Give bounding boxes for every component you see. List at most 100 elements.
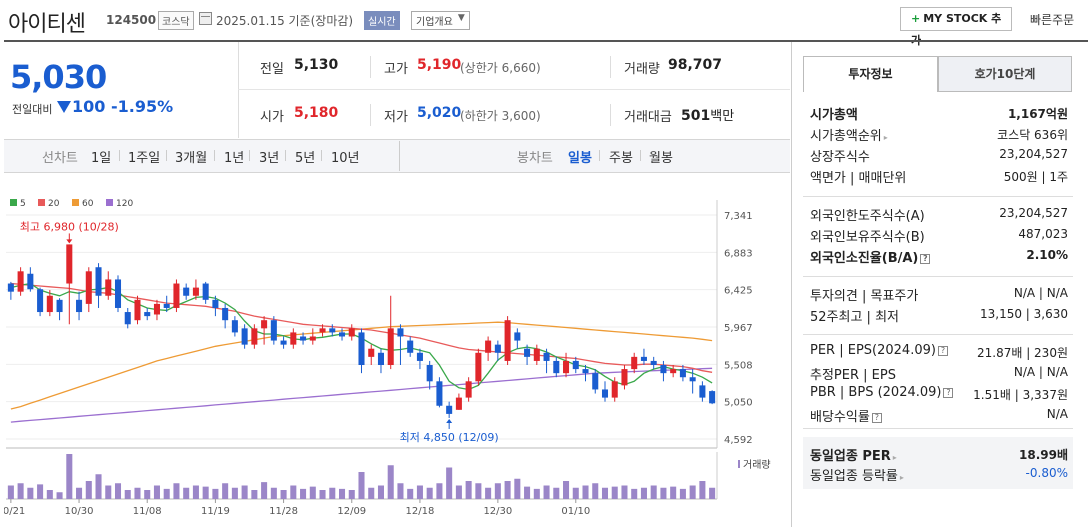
add-mystock-button[interactable]: + MY STOCK 추가 <box>900 7 1012 47</box>
chevron-right-icon[interactable]: ▸ <box>883 133 888 142</box>
x-tick-label: 01/10 <box>561 506 590 517</box>
candle <box>7 281 14 300</box>
volume-bar <box>709 487 716 499</box>
period-1w[interactable]: 1주일 <box>128 151 161 166</box>
volume-bar <box>436 483 443 499</box>
volume-bar <box>270 487 277 499</box>
period-3m[interactable]: 3개월 <box>175 151 208 166</box>
candle <box>368 344 375 366</box>
volume-bar <box>37 484 44 499</box>
candle <box>46 290 53 317</box>
candle <box>397 324 404 366</box>
tab-orderbook[interactable]: 호가10단계 <box>938 56 1072 92</box>
help-icon[interactable]: ? <box>920 253 931 264</box>
info-key: 외국인보유주식수(B) <box>810 230 925 245</box>
volume-bar <box>377 485 384 499</box>
divider <box>119 150 120 161</box>
volume-bar <box>446 467 453 499</box>
volume-bar <box>348 490 355 499</box>
candle-body <box>670 369 677 374</box>
current-price: 5,030 <box>10 58 107 96</box>
help-icon[interactable]: ? <box>937 345 948 356</box>
candle-body <box>124 312 131 325</box>
candle <box>679 365 686 382</box>
low-label: 저가 <box>384 110 408 125</box>
base-date: 2025.01.15 기준(장마감) <box>216 14 354 28</box>
candle <box>290 328 297 349</box>
high-value: 5,190 <box>417 57 462 73</box>
volume-bar <box>514 478 521 499</box>
annotations: 최고 6,980 (10/28) 최저 4,850 (12/09) <box>20 220 499 444</box>
period-1y[interactable]: 1년 <box>224 151 245 166</box>
volume-legend-swatch <box>738 460 740 468</box>
info-key: 상장주식수 <box>810 150 870 165</box>
candle-body <box>709 391 716 404</box>
candle-body <box>436 381 443 406</box>
market-badge: 코스닥 <box>158 11 194 30</box>
industry-row: 동일업종 PER ▸ 18.99배 <box>810 445 1068 465</box>
y-tick-label: 4,592 <box>724 435 753 446</box>
stock-name: 아이티센 <box>8 12 86 37</box>
period-5y[interactable]: 5년 <box>295 151 316 166</box>
candle <box>27 267 34 292</box>
info-value: 1,167억원 <box>1007 107 1068 121</box>
volume-bar <box>280 490 287 499</box>
corp-info-dropdown[interactable]: 기업개요 ▼ <box>411 11 470 30</box>
volume-bar <box>329 487 336 499</box>
legend-label: 20 <box>48 199 60 209</box>
candle-body <box>494 344 501 353</box>
candle-body <box>543 352 550 361</box>
candle <box>105 271 112 300</box>
candle <box>582 365 589 382</box>
volume-bar <box>679 488 686 499</box>
divider <box>321 150 322 161</box>
period-3y[interactable]: 3년 <box>259 151 280 166</box>
candle-body <box>631 356 638 370</box>
candle <box>114 275 122 313</box>
period-1d[interactable]: 1일 <box>91 151 112 166</box>
info-value: N/A <box>1046 407 1068 421</box>
candle <box>134 295 141 325</box>
volume-bar <box>611 486 618 499</box>
candle-weekly[interactable]: 주봉 <box>609 151 633 166</box>
candle <box>348 324 355 341</box>
volume-bar <box>144 490 151 499</box>
candle <box>124 307 131 329</box>
volume-bar <box>426 487 433 499</box>
period-10y[interactable]: 10년 <box>331 151 360 166</box>
volume-bar <box>27 487 34 499</box>
volume-bar <box>261 482 268 499</box>
candle <box>192 279 199 300</box>
price-chart[interactable]: 5 20 60 120 7,341 6,883 6,425 5,967 5,508 5,050 4… <box>4 190 790 527</box>
info-row: 외국인보유주식수(B) 487,023 <box>810 226 1068 246</box>
volume-bar <box>397 483 404 499</box>
info-value: 13,150 | 3,630 <box>979 307 1068 321</box>
candle-body <box>105 279 112 296</box>
candle-body <box>582 369 589 374</box>
candle-daily[interactable]: 일봉 <box>568 151 592 166</box>
divider <box>166 150 167 161</box>
info-value: 코스닥 636위 <box>997 128 1068 142</box>
candle-body <box>300 336 307 341</box>
help-icon[interactable]: ? <box>871 412 882 423</box>
candle <box>76 291 83 321</box>
candle-body <box>553 360 560 374</box>
candle <box>319 324 326 337</box>
info-row: PER | EPS(2024.09)? 21.87배 | 230원 <box>810 343 1068 363</box>
candle-body <box>455 397 462 410</box>
candle-chart-label: 봉차트 <box>517 151 553 166</box>
candle <box>650 356 657 370</box>
candle-monthly[interactable]: 월봉 <box>649 151 673 166</box>
candle <box>280 336 287 349</box>
min-annotation: 최저 4,850 (12/09) <box>400 431 499 444</box>
tab-investment-info[interactable]: 투자정보 <box>803 56 938 92</box>
candle <box>222 303 229 329</box>
divider <box>285 150 286 161</box>
realtime-button[interactable]: 실시간 <box>364 11 400 30</box>
chevron-right-icon[interactable]: ▸ <box>892 453 897 462</box>
x-tick-label: 12/09 <box>337 506 366 517</box>
plus-icon: + <box>911 12 921 25</box>
quick-order-link[interactable]: 빠른주문 <box>1030 13 1075 27</box>
chevron-right-icon[interactable]: ▸ <box>899 473 904 482</box>
help-icon[interactable]: ? <box>943 387 954 398</box>
